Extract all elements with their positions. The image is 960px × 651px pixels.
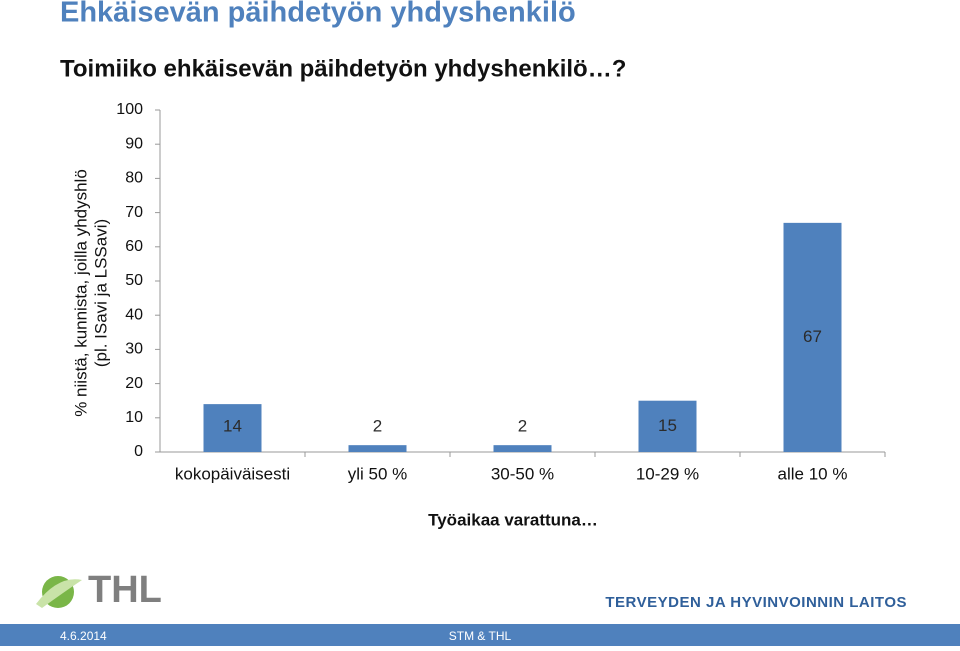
value-label: 14 bbox=[223, 416, 242, 435]
y-tick-label: 100 bbox=[116, 101, 143, 118]
footer-date: 4.6.2014 bbox=[60, 629, 107, 643]
y-tick-label: 20 bbox=[125, 375, 143, 392]
organization-name: TERVEYDEN JA HYVINVOINNIN LAITOS bbox=[605, 594, 907, 611]
bar bbox=[203, 404, 262, 452]
y-axis-title-line: % niistä, kunnista, joilla yhdyshlö bbox=[71, 169, 90, 417]
y-tick-label: 0 bbox=[134, 443, 143, 460]
bar bbox=[783, 222, 842, 452]
logo-text: THL bbox=[88, 569, 162, 611]
y-axis-title: % niistä, kunnista, joilla yhdyshlö (pl.… bbox=[71, 169, 110, 417]
logo-swoosh bbox=[36, 579, 82, 608]
value-label: 15 bbox=[658, 416, 677, 435]
x-axis-title: Työaikaa varattuna… bbox=[428, 510, 598, 529]
y-tick-label: 90 bbox=[125, 135, 143, 152]
y-tick-label: 80 bbox=[125, 170, 143, 187]
bar bbox=[493, 445, 552, 452]
x-tick-label: yli 50 % bbox=[348, 464, 408, 483]
x-tick-label: kokopäiväisesti bbox=[175, 464, 290, 483]
y-tick-label: 70 bbox=[125, 204, 143, 221]
bar bbox=[638, 400, 697, 452]
value-label: 2 bbox=[518, 416, 527, 435]
slide-title: Ehkäisevän päihdetyön yhdyshenkilö bbox=[60, 0, 576, 29]
y-tick-label: 10 bbox=[125, 409, 143, 426]
y-tick-label: 50 bbox=[125, 272, 143, 289]
x-tick-label: alle 10 % bbox=[778, 464, 848, 483]
y-tick-label: 60 bbox=[125, 238, 143, 255]
footer-bar bbox=[0, 624, 960, 646]
bar bbox=[348, 445, 407, 452]
chart-subtitle: Toimiiko ehkäisevän päihdetyön yhdyshenk… bbox=[60, 55, 626, 82]
y-tick-label: 30 bbox=[125, 341, 143, 358]
value-label: 67 bbox=[803, 327, 822, 346]
y-tick-label: 40 bbox=[125, 306, 143, 323]
x-tick-label: 10-29 % bbox=[636, 464, 699, 483]
x-tick-label: 30-50 % bbox=[491, 464, 554, 483]
footer-center: STM & THL bbox=[449, 629, 512, 643]
value-label: 2 bbox=[373, 416, 382, 435]
y-axis-title-line: (pl. ISavi ja LSSavi) bbox=[91, 219, 110, 367]
thl-logo: THL bbox=[36, 569, 162, 611]
